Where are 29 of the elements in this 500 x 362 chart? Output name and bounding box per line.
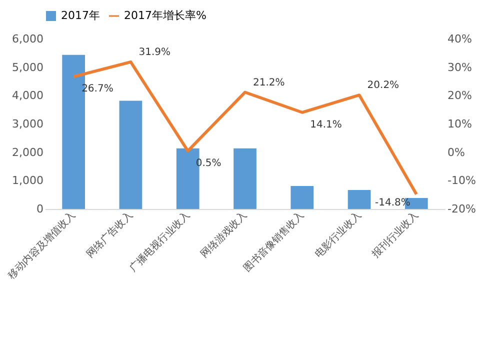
y2-tick-label: -10%	[448, 174, 476, 188]
bar	[348, 190, 371, 209]
y2-tick-label: 30%	[448, 60, 472, 74]
bar	[119, 100, 142, 209]
y2-tick-label: 40%	[448, 32, 472, 46]
line-series	[72, 60, 418, 196]
x-tick-label: 报刊行业收入	[369, 209, 421, 261]
legend-label: 2017年增长率%	[124, 9, 206, 22]
x-tick-label: 电影行业收入	[312, 209, 364, 260]
bar	[290, 186, 314, 209]
bar	[234, 148, 256, 209]
legend-label: 2017年	[61, 9, 100, 22]
y-tick-label: 5,000	[12, 60, 44, 74]
data-label: 20.2%	[367, 80, 400, 92]
x-tick-label: 网络广告收入	[84, 209, 135, 260]
y-tick-label: 2,000	[12, 146, 44, 159]
data-label: 31.9%	[138, 46, 170, 58]
data-label: 21.2%	[253, 77, 285, 88]
data-label: 14.1%	[310, 119, 342, 130]
y-tick-label: 6,000	[12, 32, 44, 46]
y2-tick-label: -20%	[448, 202, 476, 216]
y2-tick-label: 0%	[448, 146, 465, 159]
y-tick-label: 4,000	[12, 89, 44, 102]
y-tick-label: 1,000	[12, 174, 44, 188]
y-tick-label: 0	[36, 202, 44, 216]
x-tick-label: 网络游戏收入	[198, 209, 250, 260]
y2-tick-label: 10%	[448, 118, 472, 130]
y2-tick-label: 20%	[448, 89, 472, 102]
y-tick-label: 3,000	[12, 118, 44, 130]
